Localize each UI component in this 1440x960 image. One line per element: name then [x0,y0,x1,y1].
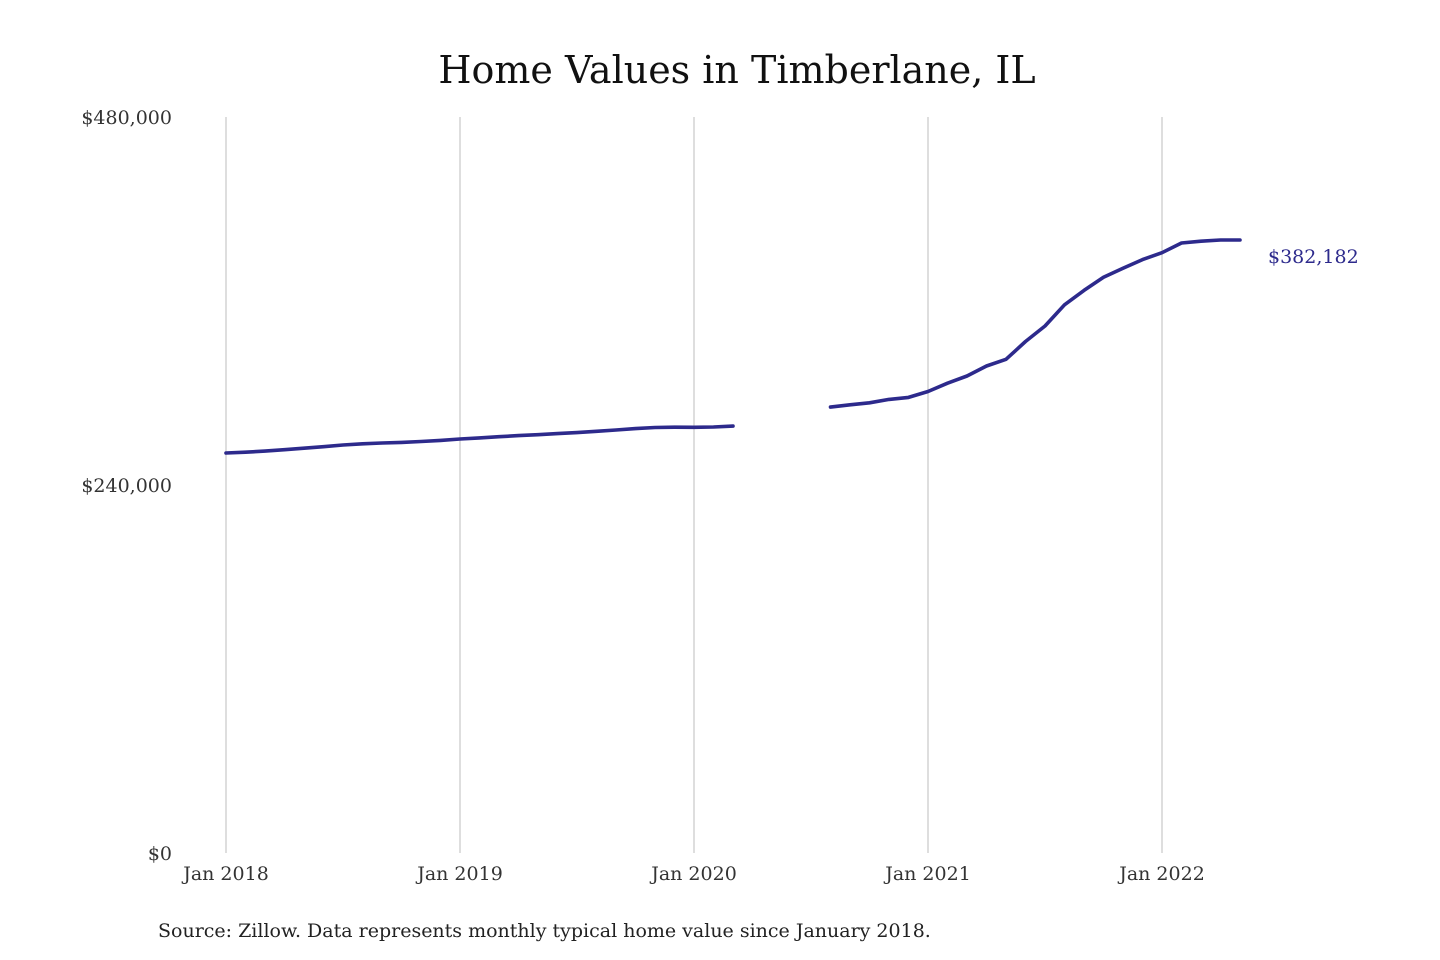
y-tick-label: $240,000 [81,475,172,497]
series-line-segment [828,238,1242,409]
x-tick-label: Jan 2018 [181,863,269,885]
x-axis-ticks: Jan 2018 Jan 2019 Jan 2020 Jan 2021 Jan 2022 [181,863,1205,885]
gridlines [225,117,1163,853]
x-tick-label: Jan 2022 [1117,863,1205,885]
source-note: Source: Zillow. Data represents monthly … [158,920,931,942]
chart-title: Home Values in Timberlane, IL [438,48,1035,92]
y-tick-label: $0 [148,843,172,865]
y-axis-ticks: $0 $240,000 $480,000 [81,107,172,865]
series-lines [224,238,1242,455]
x-tick-label: Jan 2019 [415,863,503,885]
x-tick-label: Jan 2020 [649,863,737,885]
y-tick-label: $480,000 [81,107,172,129]
series-line-segment [224,424,735,455]
end-value-label: $382,182 [1268,246,1359,268]
x-tick-label: Jan 2021 [883,863,971,885]
